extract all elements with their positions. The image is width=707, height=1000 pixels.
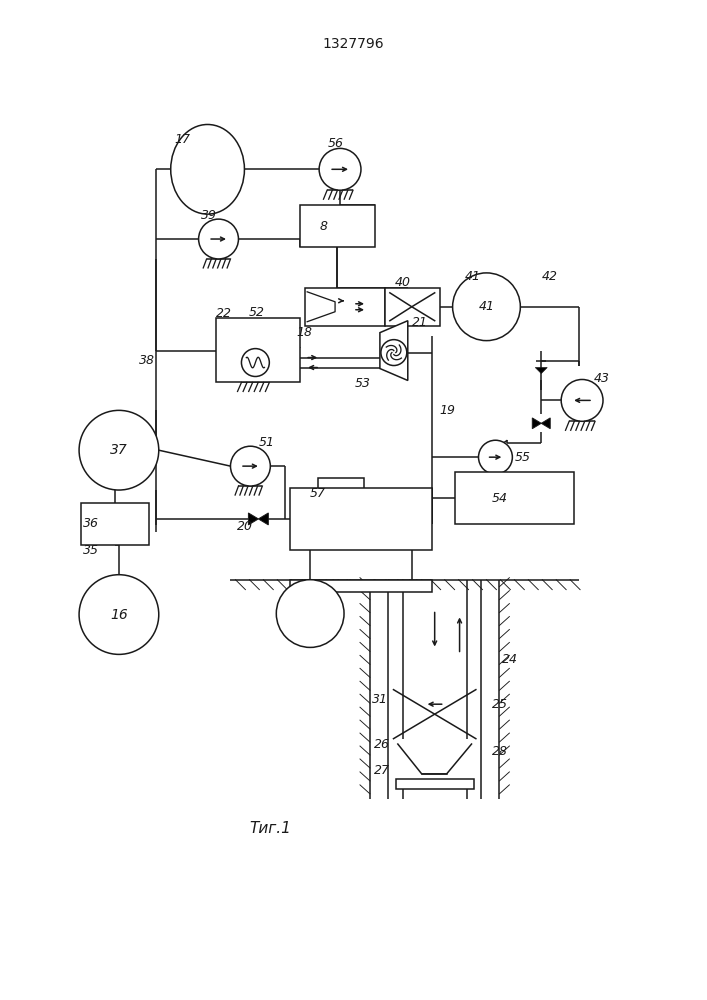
Circle shape (242, 349, 269, 376)
Polygon shape (532, 418, 542, 429)
Text: 41: 41 (464, 270, 481, 283)
Text: 26: 26 (374, 738, 390, 751)
Text: 28: 28 (493, 745, 508, 758)
Text: 55: 55 (515, 451, 530, 464)
Bar (291, 488, 432, 550)
Text: 39: 39 (201, 209, 216, 222)
Text: 40: 40 (395, 276, 411, 289)
Circle shape (230, 446, 270, 486)
Text: 41: 41 (479, 300, 494, 313)
Text: 24: 24 (503, 653, 518, 666)
Circle shape (79, 575, 159, 654)
Polygon shape (542, 418, 550, 429)
Polygon shape (248, 513, 258, 525)
Text: 37: 37 (110, 443, 128, 457)
Text: 35: 35 (83, 544, 99, 557)
Ellipse shape (170, 124, 245, 214)
Text: 56: 56 (328, 137, 344, 150)
Bar (396, 779, 474, 789)
Text: 20: 20 (236, 520, 252, 533)
Text: 25: 25 (493, 698, 508, 711)
Text: 53: 53 (355, 377, 371, 390)
Bar (385, 288, 440, 326)
Text: 43: 43 (594, 372, 610, 385)
Text: 42: 42 (542, 270, 559, 283)
Circle shape (199, 219, 238, 259)
Text: 57: 57 (310, 487, 326, 500)
Circle shape (381, 340, 407, 366)
Bar (216, 318, 300, 382)
Text: 16: 16 (110, 608, 128, 622)
Circle shape (479, 440, 513, 474)
Bar (81, 503, 148, 545)
Bar (291, 580, 432, 592)
Bar (305, 288, 385, 326)
Polygon shape (380, 321, 408, 380)
Text: 51: 51 (258, 436, 274, 449)
Text: 54: 54 (491, 492, 508, 505)
Text: 21: 21 (411, 316, 428, 329)
Circle shape (452, 273, 520, 341)
Circle shape (276, 580, 344, 647)
Bar (318, 478, 364, 506)
Text: Τиг.1: Τиг.1 (250, 821, 291, 836)
Circle shape (561, 379, 603, 421)
Bar (300, 205, 375, 247)
Text: 18: 18 (296, 326, 312, 339)
Text: 17: 17 (175, 133, 191, 146)
Text: 19: 19 (440, 404, 455, 417)
Polygon shape (258, 513, 269, 525)
Text: 36: 36 (83, 517, 99, 530)
Bar (455, 472, 574, 524)
Circle shape (319, 148, 361, 190)
Circle shape (79, 410, 159, 490)
Text: 52: 52 (248, 306, 264, 319)
Text: 22: 22 (216, 307, 232, 320)
Text: 38: 38 (139, 354, 155, 367)
Text: 31: 31 (372, 693, 388, 706)
Text: 8: 8 (319, 220, 327, 233)
Text: 27: 27 (374, 764, 390, 777)
Polygon shape (535, 368, 547, 373)
Text: 1327796: 1327796 (322, 37, 384, 51)
